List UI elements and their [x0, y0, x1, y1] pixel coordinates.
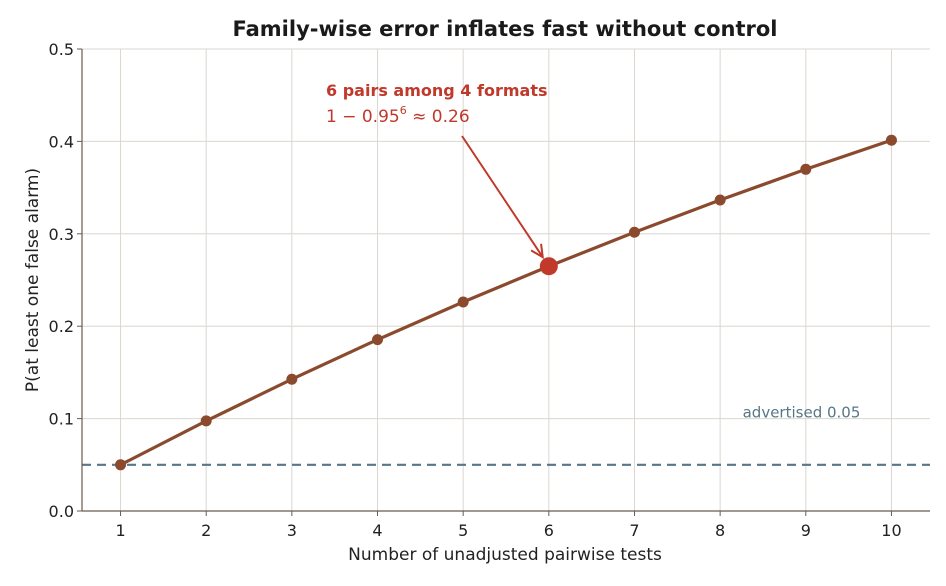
annotation-group	[461, 135, 558, 276]
y-tick-label: 0.2	[49, 317, 74, 336]
annotation-title: 6 pairs among 4 formats	[326, 81, 547, 100]
y-tick-label: 0.0	[49, 502, 74, 521]
data-point	[885, 134, 897, 146]
axes	[77, 48, 930, 516]
x-axis-label: Number of unadjusted pairwise tests	[348, 545, 662, 565]
series-line	[118, 138, 894, 467]
data-point	[628, 226, 640, 238]
x-tick-label: 3	[287, 521, 297, 540]
annotation-formula: 1 − 0.956 ≈ 0.26	[326, 104, 470, 127]
x-tick-label: 4	[372, 521, 382, 540]
data-point	[457, 296, 469, 308]
x-tick-label: 6	[544, 521, 554, 540]
x-tick-label: 7	[629, 521, 639, 540]
data-point	[372, 334, 384, 346]
y-tick-label: 0.5	[49, 40, 74, 59]
x-tick-label: 2	[201, 521, 211, 540]
y-tick-label: 0.3	[49, 225, 74, 244]
x-tick-label: 8	[715, 521, 725, 540]
grid	[82, 48, 930, 512]
data-point	[286, 373, 298, 385]
data-point	[714, 194, 726, 206]
annotation-arrow	[461, 135, 544, 258]
data-point	[800, 163, 812, 175]
x-tick-label: 5	[458, 521, 468, 540]
annotation-formula-exponent: 6	[400, 104, 407, 117]
annotation-formula-result: ≈ 0.26	[407, 107, 470, 127]
x-tick-label: 10	[881, 521, 901, 540]
annotation-arrowhead	[530, 243, 544, 259]
x-tick-label: 9	[801, 521, 811, 540]
y-axis-label: P(at least one false alarm)	[23, 168, 43, 392]
series-group	[115, 134, 897, 471]
tick-labels: 1 2 3 4 5 6 7 8 9 10 0.0 0.1 0.2 0.3 0.4 0.5	[49, 40, 902, 540]
y-tick-label: 0.1	[49, 410, 74, 429]
x-tick-label: 1	[115, 521, 125, 540]
data-point	[115, 459, 127, 471]
chart-title: Family-wise error inflates fast without …	[233, 17, 778, 41]
y-tick-label: 0.4	[49, 132, 74, 151]
annotation-formula-base: 1 − 0.95	[326, 107, 400, 127]
reference-line-label: advertised 0.05	[743, 404, 861, 422]
highlighted-point	[539, 257, 558, 276]
data-point	[200, 415, 212, 427]
